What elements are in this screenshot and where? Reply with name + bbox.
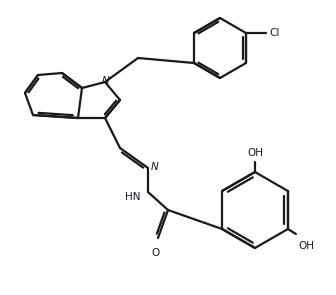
Text: Cl: Cl <box>269 28 279 38</box>
Text: OH: OH <box>298 241 314 251</box>
Text: O: O <box>152 248 160 258</box>
Text: HN: HN <box>125 192 140 202</box>
Text: N: N <box>151 162 159 172</box>
Text: OH: OH <box>247 148 263 158</box>
Text: N: N <box>102 76 110 86</box>
